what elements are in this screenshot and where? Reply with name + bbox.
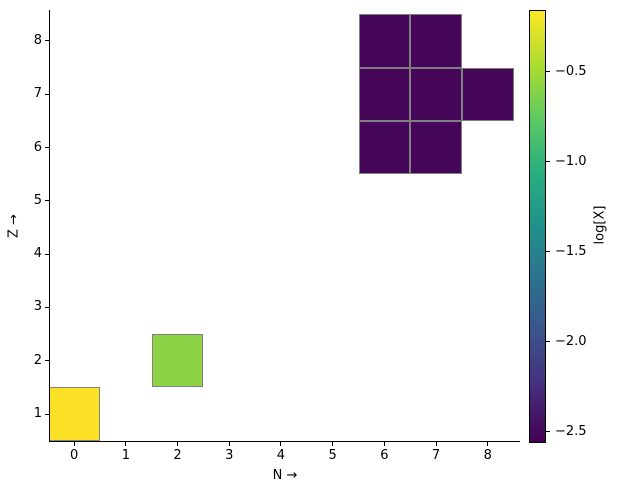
x-tick-mark [228,442,230,446]
heatmap-cell [358,120,411,175]
colorbar-tick-mark [546,251,550,253]
x-tick-mark [332,442,334,446]
colorbar [529,10,546,443]
heatmap-cell [50,387,100,441]
colorbar-tick-mark [546,71,550,73]
x-tick-label: 7 [431,448,441,463]
x-tick-label: 8 [483,448,492,463]
colorbar-tick-mark [546,161,550,163]
x-tick-label: 4 [276,448,286,463]
y-axis-label: Z → [6,214,22,238]
x-tick-mark [280,442,282,446]
colorbar-tick-label: −2.5 [555,423,587,439]
x-tick-mark [125,442,127,446]
y-tick-mark [45,147,49,148]
y-tick-label: 6 [33,139,42,155]
colorbar-label: log[X] [592,205,608,245]
x-axis-spine [49,441,520,442]
x-tick-mark [487,442,489,446]
x-tick-mark [383,442,385,446]
colorbar-tick-mark [546,341,550,343]
colorbar-tick-mark [546,431,550,433]
colorbar-tick-label: −1.0 [555,153,587,169]
y-tick-mark [45,253,49,255]
y-axis-spine [49,10,50,442]
x-tick-mark [435,442,437,446]
y-tick-label: 7 [33,86,42,102]
heatmap-cells-layer [50,10,519,441]
heatmap-cell [410,67,462,121]
y-tick-mark [45,360,49,362]
x-tick-label: 3 [225,448,234,463]
y-tick-mark [45,93,49,95]
colorbar-tick-label: −2.0 [555,333,587,349]
heatmap-cell [151,334,204,388]
y-tick-label: 2 [33,352,42,368]
x-axis-label: N → [272,468,298,483]
x-tick-mark [177,442,179,446]
y-tick-label: 8 [33,32,42,48]
heatmap-cell [410,14,462,68]
y-tick-mark [45,200,49,202]
heatmap-cell [358,67,411,121]
x-tick-label: 5 [328,448,337,463]
heatmap-cell [358,14,411,68]
y-tick-mark [45,306,49,308]
y-tick-mark [45,40,49,42]
heatmap-cell [461,67,514,121]
y-tick-label: 4 [33,246,42,262]
x-tick-label: 0 [70,448,79,463]
y-tick-label: 1 [33,406,42,421]
colorbar-tick-label: −0.5 [555,63,587,79]
heatmap-cell [410,120,462,175]
x-tick-label: 2 [173,448,182,463]
colorbar-tick-label: −1.5 [555,243,587,259]
x-tick-label: 1 [121,448,130,463]
y-tick-label: 5 [33,192,42,208]
y-tick-label: 3 [33,299,42,315]
y-tick-mark [45,413,49,415]
x-tick-mark [73,442,75,446]
x-tick-label: 6 [380,448,389,463]
